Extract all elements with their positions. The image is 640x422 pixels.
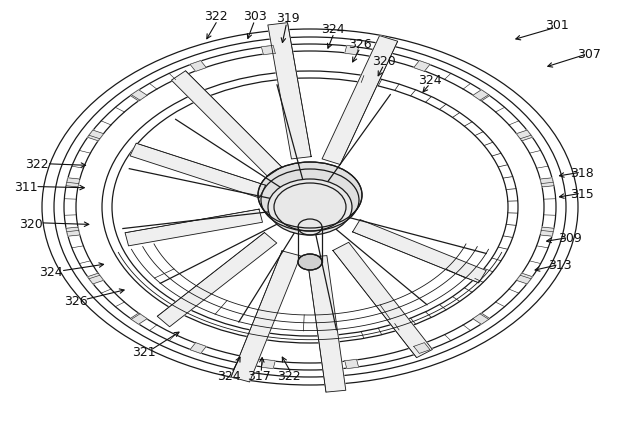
Polygon shape bbox=[345, 46, 358, 54]
Text: 313: 313 bbox=[548, 260, 572, 272]
Text: 319: 319 bbox=[276, 13, 300, 25]
Polygon shape bbox=[473, 90, 490, 101]
Polygon shape bbox=[516, 273, 532, 284]
Ellipse shape bbox=[258, 162, 362, 228]
Polygon shape bbox=[540, 178, 554, 187]
Polygon shape bbox=[413, 343, 430, 353]
Polygon shape bbox=[88, 273, 104, 284]
Polygon shape bbox=[130, 90, 147, 101]
Text: 324: 324 bbox=[419, 74, 442, 87]
Text: 326: 326 bbox=[64, 295, 87, 308]
Text: 303: 303 bbox=[243, 11, 267, 23]
Polygon shape bbox=[516, 130, 532, 141]
Text: 317: 317 bbox=[247, 370, 271, 383]
Text: 311: 311 bbox=[14, 181, 37, 194]
Text: 322: 322 bbox=[278, 370, 301, 383]
Text: 322: 322 bbox=[26, 158, 49, 171]
Polygon shape bbox=[353, 219, 486, 283]
Text: 320: 320 bbox=[372, 55, 396, 68]
Text: 324: 324 bbox=[40, 266, 63, 279]
Polygon shape bbox=[333, 242, 433, 358]
Polygon shape bbox=[268, 23, 311, 159]
Polygon shape bbox=[473, 313, 490, 324]
Polygon shape bbox=[261, 360, 275, 368]
Text: 320: 320 bbox=[19, 218, 43, 231]
Polygon shape bbox=[261, 46, 275, 54]
Polygon shape bbox=[130, 313, 147, 324]
Polygon shape bbox=[125, 209, 262, 246]
Text: 315: 315 bbox=[570, 188, 595, 200]
Text: 324: 324 bbox=[321, 23, 344, 36]
Text: 324: 324 bbox=[218, 370, 241, 383]
Polygon shape bbox=[66, 227, 80, 236]
Polygon shape bbox=[413, 61, 430, 71]
Text: 318: 318 bbox=[570, 167, 595, 179]
Ellipse shape bbox=[298, 254, 322, 270]
Polygon shape bbox=[231, 251, 301, 382]
Polygon shape bbox=[345, 360, 358, 368]
Polygon shape bbox=[172, 71, 282, 176]
Text: 307: 307 bbox=[577, 49, 601, 61]
Polygon shape bbox=[190, 343, 206, 353]
Polygon shape bbox=[540, 227, 554, 236]
Text: 322: 322 bbox=[205, 11, 228, 23]
Polygon shape bbox=[157, 233, 276, 327]
Polygon shape bbox=[66, 178, 80, 187]
Polygon shape bbox=[322, 35, 397, 165]
Text: 326: 326 bbox=[348, 38, 371, 51]
Text: 321: 321 bbox=[132, 346, 156, 359]
Text: 301: 301 bbox=[545, 19, 569, 32]
Polygon shape bbox=[130, 143, 266, 198]
Polygon shape bbox=[307, 256, 346, 392]
Ellipse shape bbox=[268, 179, 352, 235]
Text: 309: 309 bbox=[557, 232, 582, 245]
Polygon shape bbox=[88, 130, 104, 141]
Polygon shape bbox=[190, 61, 206, 71]
